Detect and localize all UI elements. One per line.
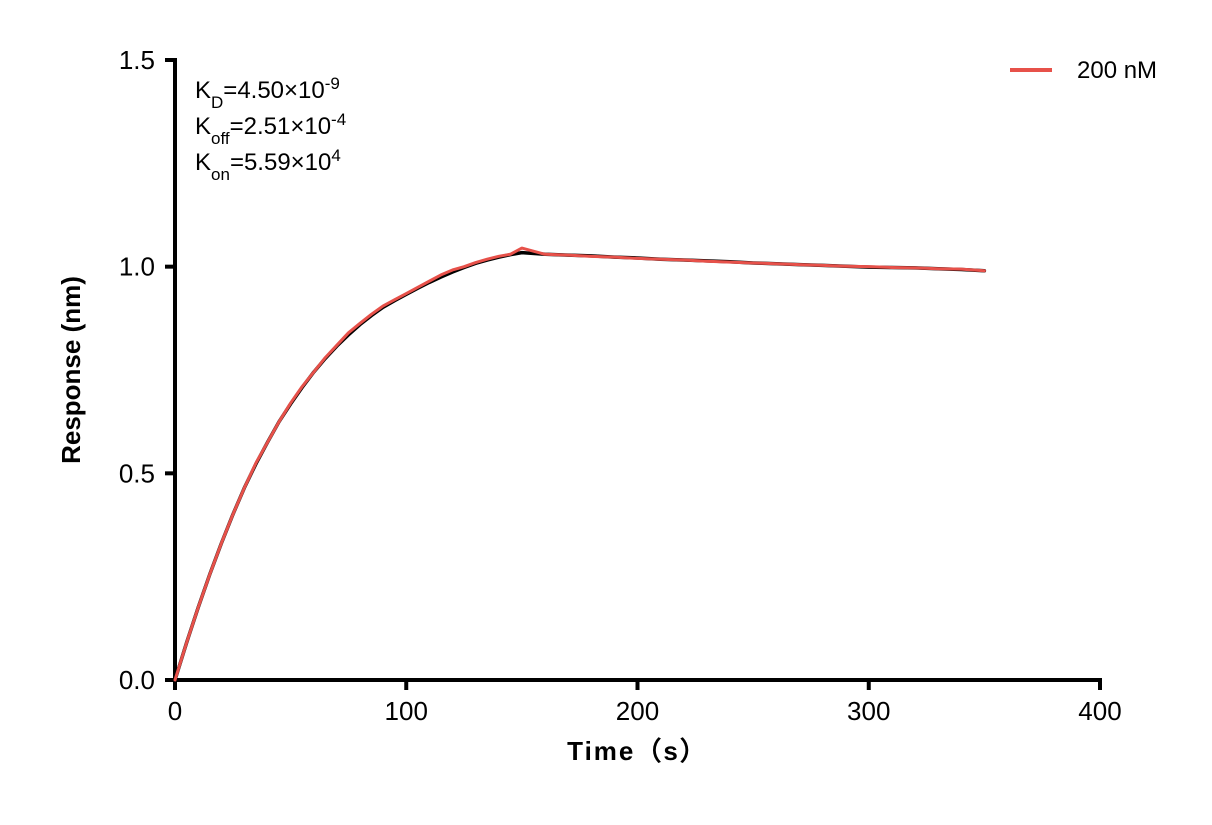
x-tick-label: 400 — [1078, 696, 1121, 726]
y-tick-label: 0.5 — [119, 458, 155, 488]
x-tick-label: 300 — [847, 696, 890, 726]
x-axis-title: Time（s） — [567, 736, 708, 766]
chart-container: 0 100 200 300 400 0.0 0.5 1.0 1.5 Time（s） Response… — [0, 0, 1212, 825]
x-tick-label: 0 — [168, 696, 182, 726]
y-axis-title: Response (nm) — [56, 276, 86, 464]
y-tick-label: 1.0 — [119, 252, 155, 282]
x-tick-label: 100 — [385, 696, 428, 726]
legend-label: 200 nM — [1077, 57, 1157, 84]
x-tick-label: 200 — [616, 696, 659, 726]
binding-kinetics-chart: 0 100 200 300 400 0.0 0.5 1.0 1.5 Time（s） Response… — [0, 0, 1212, 825]
y-tick-label: 1.5 — [119, 45, 155, 75]
y-tick-label: 0.0 — [119, 665, 155, 695]
